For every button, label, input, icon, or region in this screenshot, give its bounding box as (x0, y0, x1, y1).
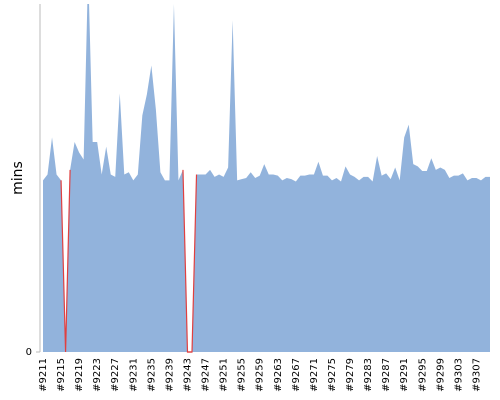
y-axis-label: mins (10, 161, 26, 195)
x-tick-label: #9283 (363, 358, 374, 392)
x-tick-label: #9291 (399, 358, 410, 392)
failed-build (187, 174, 198, 353)
x-tick-label: #9251 (219, 358, 230, 392)
x-tick-label: #9211 (38, 358, 49, 392)
x-tick-label: #9239 (164, 358, 175, 392)
x-tick-label: #9235 (146, 358, 157, 392)
x-tick-label: #9307 (471, 358, 482, 392)
x-tick-label: #9267 (291, 358, 302, 392)
x-tick-label: #9299 (435, 358, 446, 392)
area (43, 4, 490, 352)
y-tick-label: 0 (26, 347, 32, 358)
x-tick-label: #9227 (110, 358, 121, 392)
failed-build (60, 169, 71, 353)
x-tick-label: #9231 (128, 358, 139, 392)
x-tick-label: #9279 (345, 358, 356, 392)
x-tick-label: #9303 (453, 358, 464, 392)
x-tick-label: #9219 (74, 358, 85, 392)
x-tick-label: #9259 (255, 358, 266, 392)
x-tick-label: #9243 (182, 358, 193, 392)
x-tick-label: #9271 (309, 358, 320, 392)
x-tick-label: #9247 (201, 358, 212, 392)
x-tick-label: #9287 (381, 358, 392, 392)
x-tick-label: #9223 (92, 358, 103, 392)
x-tick-label: #9255 (237, 358, 248, 392)
x-tick-label: #9275 (327, 358, 338, 392)
x-tick-label: #9215 (56, 358, 67, 392)
x-tick-label: #9263 (273, 358, 284, 392)
x-tick-label: #9295 (417, 358, 428, 392)
